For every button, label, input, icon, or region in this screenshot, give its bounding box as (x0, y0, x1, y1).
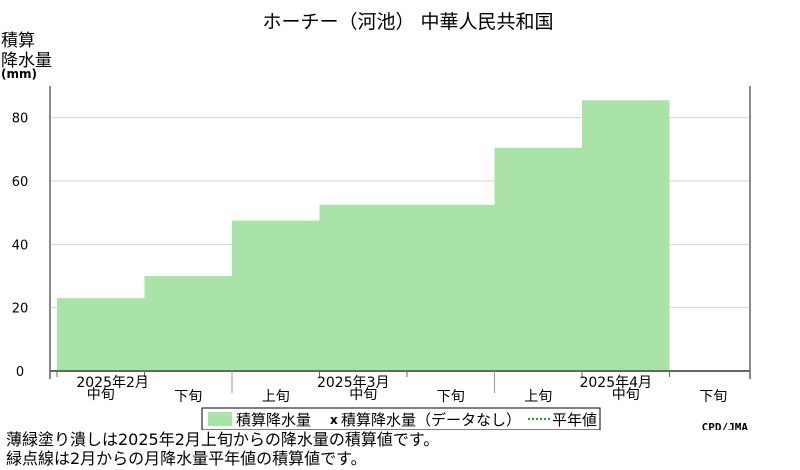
y-tick-label: 40 (12, 238, 29, 253)
y-tick-label: 60 (12, 175, 29, 190)
month-label: 2025年2月 (76, 375, 149, 391)
legend-label: 平年値 (552, 411, 597, 429)
legend-marker-x: x (330, 413, 338, 427)
bar (144, 276, 232, 371)
footnote-fill: 薄緑塗り潰しは2025年2月上旬からの降水量の積算値です。 (6, 430, 440, 449)
x-tick-label: 下旬 (437, 389, 465, 405)
y-axis-label: 積算降水量(mm) (1, 31, 52, 81)
y-tick-label: 20 (12, 302, 29, 317)
footnotes: 薄緑塗り潰しは2025年2月上旬からの降水量の積算値です。 緑点線は2月からの月… (6, 430, 439, 468)
bar (494, 147, 582, 371)
footnote-dotted: 緑点線は2月からの月降水量平年値の積算値です。 (6, 449, 367, 468)
credit-text: CPD/JMA (702, 421, 749, 430)
legend-label: 積算降水量 (236, 411, 311, 429)
legend-swatch-filled (208, 412, 232, 426)
bar (57, 298, 145, 371)
bar (232, 220, 320, 371)
month-label: 2025年4月 (579, 375, 652, 391)
x-tick-label: 中旬 (87, 387, 115, 403)
y-axis-label-line: (mm) (1, 67, 37, 81)
x-tick-label: 中旬 (349, 387, 377, 403)
legend-box (201, 407, 601, 430)
bar (319, 204, 407, 371)
plot-area: 0 20 40 60 80 中旬 下旬 上旬 中旬 下旬 上旬 中旬 下旬 2025年2月 2025年3月 2… (12, 86, 751, 405)
legend: 積算降水量 x 積算降水量（データなし） 平年値 (201, 407, 601, 430)
x-tick-label: 中旬 (612, 387, 640, 403)
y-axis-label-line: 積算 (1, 31, 35, 51)
x-tick-label: 上旬 (262, 389, 290, 405)
y-tick-label: 0 (16, 365, 24, 380)
x-tick-label: 上旬 (524, 389, 552, 405)
y-tick-label: 80 (12, 112, 29, 127)
x-tick-label: 下旬 (174, 389, 202, 405)
x-tick-label: 下旬 (699, 389, 727, 405)
bar (407, 204, 495, 371)
chart-title: ホーチー（河池） 中華人民共和国 (262, 11, 553, 33)
y-axis-label-line: 降水量 (1, 51, 52, 71)
legend-label: 積算降水量（データなし） (341, 411, 521, 429)
bar (582, 100, 670, 371)
month-label: 2025年3月 (317, 375, 390, 391)
